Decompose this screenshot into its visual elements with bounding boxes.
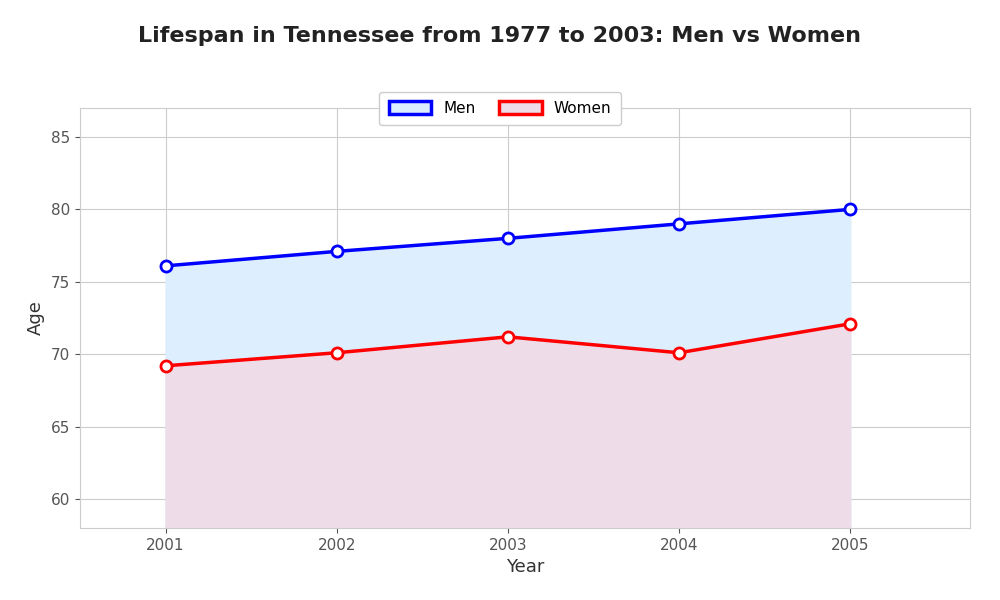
Legend: Men, Women: Men, Women — [379, 92, 621, 125]
X-axis label: Year: Year — [506, 558, 544, 576]
Y-axis label: Age: Age — [27, 301, 45, 335]
Text: Lifespan in Tennessee from 1977 to 2003: Men vs Women: Lifespan in Tennessee from 1977 to 2003:… — [138, 26, 862, 46]
